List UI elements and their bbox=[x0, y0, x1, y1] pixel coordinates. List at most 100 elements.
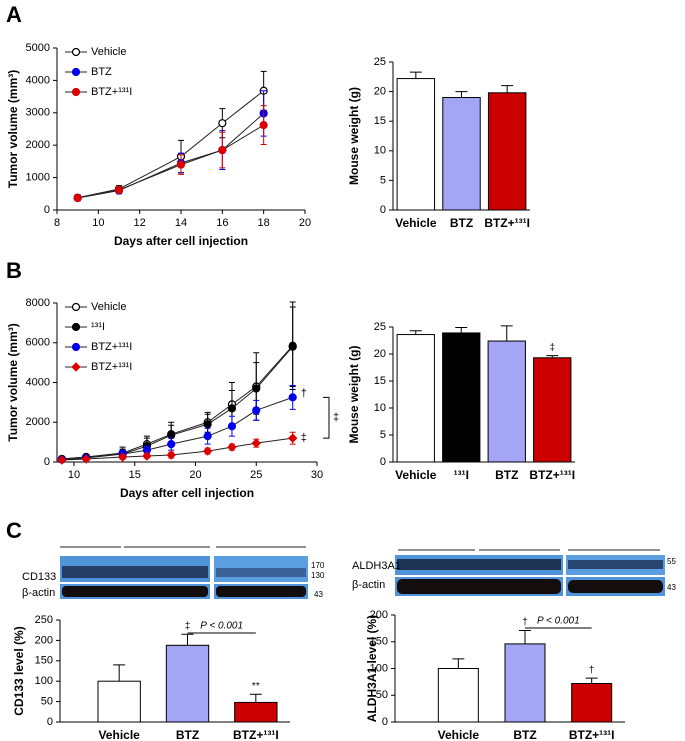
y-tick-label: 100 bbox=[370, 662, 388, 674]
data-point bbox=[203, 420, 212, 429]
y-tick-label: 15 bbox=[374, 375, 386, 387]
y-tick-label: 8000 bbox=[26, 297, 50, 309]
x-tick-label: BTZ bbox=[450, 216, 473, 230]
x-tick-label: Vehicle bbox=[395, 216, 437, 230]
band bbox=[62, 586, 208, 597]
data-point bbox=[73, 193, 82, 203]
band bbox=[216, 568, 306, 577]
y-tick-label: 0 bbox=[44, 204, 50, 216]
y-tick-label: 50 bbox=[41, 696, 53, 708]
y-tick-label: 0 bbox=[44, 456, 50, 468]
y-tick-label: 5 bbox=[380, 429, 386, 441]
x-tick-label: 10 bbox=[92, 217, 104, 229]
y-axis-title: Mouse weight (g) bbox=[347, 346, 361, 444]
blot-label: ALDH3A1 bbox=[352, 560, 401, 572]
x-tick-label: Vehicle bbox=[395, 468, 437, 482]
band bbox=[568, 560, 663, 569]
error-bar bbox=[181, 633, 194, 646]
annotation: † bbox=[589, 665, 595, 676]
data-point bbox=[218, 119, 227, 128]
legend-label: BTZ+¹³¹I bbox=[91, 361, 132, 373]
y-tick-label: 15 bbox=[374, 115, 386, 127]
x-tick-label: 20 bbox=[189, 469, 201, 481]
annotation: † bbox=[522, 617, 528, 628]
annotation: ‡ bbox=[333, 412, 339, 424]
y-tick-label: 250 bbox=[35, 614, 53, 626]
y-tick-label: 150 bbox=[370, 636, 388, 648]
blot-label: β-actin bbox=[352, 579, 385, 591]
data-point bbox=[166, 450, 176, 460]
comparison-label: P < 0.001 bbox=[537, 616, 580, 627]
x-tick-label: 30 bbox=[311, 469, 323, 481]
x-tick-label: BTZ+¹³¹I bbox=[233, 728, 279, 741]
x-tick-label: Vehicle bbox=[98, 728, 140, 741]
legend-marker bbox=[71, 362, 81, 372]
x-axis-title: Days after cell injection bbox=[114, 234, 248, 248]
panel-label: B bbox=[6, 258, 22, 283]
y-tick-label: 0 bbox=[380, 456, 386, 468]
panel-label: A bbox=[6, 2, 22, 27]
data-point bbox=[252, 384, 261, 393]
band bbox=[397, 559, 561, 570]
y-tick-label: 2000 bbox=[26, 416, 50, 428]
data-point bbox=[288, 342, 297, 351]
y-tick-label: 150 bbox=[35, 655, 53, 667]
band bbox=[62, 566, 208, 578]
legend-label: BTZ+¹³¹I bbox=[91, 86, 132, 98]
legend-label: Vehicle bbox=[91, 46, 126, 58]
legend-label: BTZ bbox=[91, 66, 112, 78]
x-tick-label: 16 bbox=[216, 217, 228, 229]
series-line bbox=[77, 113, 264, 199]
legend-marker bbox=[71, 67, 81, 77]
bar bbox=[396, 334, 435, 463]
bar bbox=[487, 92, 527, 211]
bar bbox=[442, 97, 481, 211]
data-point bbox=[202, 446, 213, 456]
y-tick-label: 4000 bbox=[26, 74, 50, 86]
data-point bbox=[288, 393, 297, 402]
annotation: † bbox=[301, 387, 307, 399]
y-axis-title: Tumor volume (mm³) bbox=[6, 70, 20, 188]
y-tick-label: 200 bbox=[35, 634, 53, 646]
annotation: ‡ bbox=[185, 621, 191, 632]
data-point bbox=[218, 145, 227, 155]
y-tick-label: 0 bbox=[382, 716, 388, 728]
y-tick-label: 10 bbox=[374, 145, 386, 157]
error-bar bbox=[249, 693, 262, 703]
error-bar bbox=[455, 91, 468, 98]
x-tick-label: BTZ bbox=[495, 468, 518, 482]
legend-label: ¹³¹I bbox=[91, 321, 105, 333]
bar bbox=[97, 680, 141, 723]
series-line bbox=[77, 90, 264, 199]
x-tick-label: BTZ+¹³¹I bbox=[484, 216, 530, 230]
legend-marker bbox=[71, 322, 81, 332]
x-tick-label: Vehicle bbox=[438, 728, 480, 741]
bar bbox=[504, 643, 546, 723]
x-tick-label: 14 bbox=[175, 217, 187, 229]
x-tick-label: 15 bbox=[129, 469, 141, 481]
bar bbox=[571, 682, 613, 723]
x-tick-label: 25 bbox=[250, 469, 262, 481]
bar bbox=[437, 668, 479, 723]
size-marker: 130 bbox=[311, 571, 325, 580]
bar bbox=[442, 332, 481, 463]
error-bar bbox=[113, 664, 126, 682]
bar bbox=[533, 357, 572, 463]
y-tick-label: 5000 bbox=[26, 42, 50, 54]
x-tick-label: BTZ bbox=[513, 728, 536, 741]
data-point bbox=[227, 422, 237, 431]
data-point bbox=[176, 160, 186, 169]
y-tick-label: 6000 bbox=[26, 337, 50, 349]
y-tick-label: 0 bbox=[47, 716, 53, 728]
blot-label: β-actin bbox=[22, 587, 55, 599]
data-point bbox=[167, 440, 176, 449]
y-axis-title: Mouse weight (g) bbox=[347, 87, 361, 185]
data-point bbox=[117, 452, 128, 462]
comparison-label: P < 0.001 bbox=[200, 621, 243, 632]
blot-left: CD133 β-actin 170 130 43 bbox=[22, 546, 325, 599]
error-bar bbox=[519, 630, 531, 644]
x-tick-label: ¹³¹I bbox=[454, 468, 469, 482]
annotation: ‡ bbox=[301, 432, 307, 444]
legend-label: Vehicle bbox=[91, 301, 126, 313]
